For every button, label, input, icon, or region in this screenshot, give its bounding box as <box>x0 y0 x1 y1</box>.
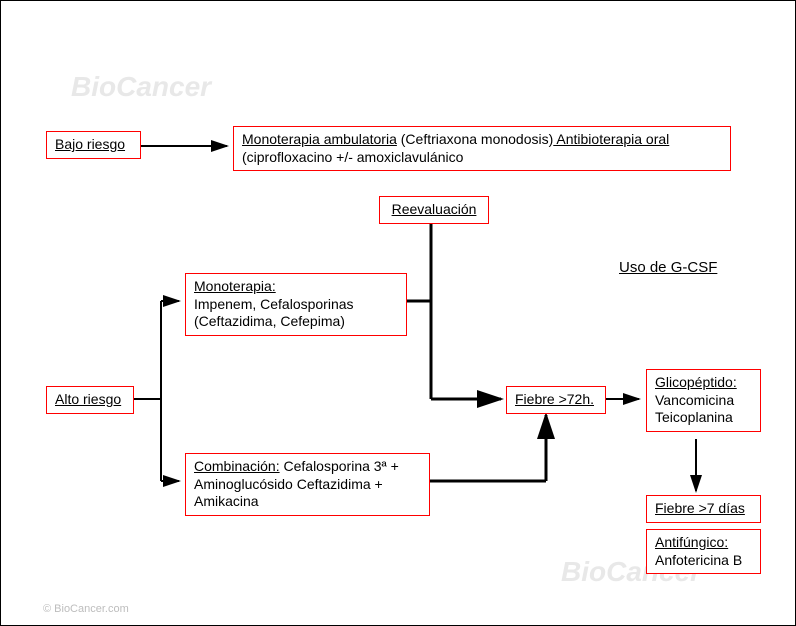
node-alto-riesgo: Alto riesgo <box>46 386 134 414</box>
comb-r1: Cefalosporina 3ª + <box>280 458 399 474</box>
monoterapia-l2: (Ceftazidima, Cefepima) <box>194 313 345 329</box>
comb-l2: Aminoglucósido Ceftazidima + <box>194 476 383 492</box>
mono-amb-r1: (Ceftriaxona monodosis) <box>397 131 553 147</box>
node-combinacion: Combinación: Cefalosporina 3ª + Aminoglu… <box>185 453 430 516</box>
mono-amb-u2: Antibioterapia oral <box>553 131 669 147</box>
comb-title: Combinación: <box>194 458 280 474</box>
fiebre7d-text: Fiebre >7 días <box>655 500 745 516</box>
glico-l1: Vancomicina <box>655 392 734 408</box>
node-glicopeptido: Glicopéptido: Vancomicina Teicoplanina <box>646 369 761 432</box>
antif-l1: Anfotericina B <box>655 552 742 568</box>
monoterapia-title: Monoterapia: <box>194 278 276 294</box>
antif-title: Antifúngico: <box>655 534 728 550</box>
node-antifungico: Antifúngico: Anfotericina B <box>646 529 761 574</box>
glico-title: Glicopéptido: <box>655 374 737 390</box>
monoterapia-l1: Impenem, Cefalosporinas <box>194 296 354 312</box>
comb-l3: Amikacina <box>194 493 259 509</box>
node-bajo-riesgo: Bajo riesgo <box>46 131 141 159</box>
node-monoterapia: Monoterapia: Impenem, Cefalosporinas (Ce… <box>185 273 407 336</box>
fiebre72-text: Fiebre >72h. <box>515 391 594 407</box>
node-reevaluacion: Reevaluación <box>379 196 489 224</box>
mono-amb-u1: Monoterapia ambulatoria <box>242 131 397 147</box>
node-fiebre7d: Fiebre >7 días <box>646 495 761 523</box>
diagram-canvas: BioCancer BioCancer Bajo ries <box>0 0 796 626</box>
mono-amb-r2: (ciprofloxacino +/- amoxiclavulánico <box>242 149 463 165</box>
uso-gcsf-text: Uso de G-CSF <box>619 259 717 276</box>
node-mono-ambulatoria: Monoterapia ambulatoria (Ceftriaxona mon… <box>233 126 731 171</box>
node-fiebre72: Fiebre >72h. <box>506 386 606 414</box>
label-uso-gcsf: Uso de G-CSF <box>619 259 717 278</box>
glico-l2: Teicoplanina <box>655 409 733 425</box>
copyright: © BioCancer.com <box>43 603 129 615</box>
bajo-riesgo-text: Bajo riesgo <box>55 136 125 152</box>
alto-riesgo-text: Alto riesgo <box>55 391 121 407</box>
reevaluacion-text: Reevaluación <box>392 201 477 217</box>
watermark-top: BioCancer <box>71 71 211 103</box>
